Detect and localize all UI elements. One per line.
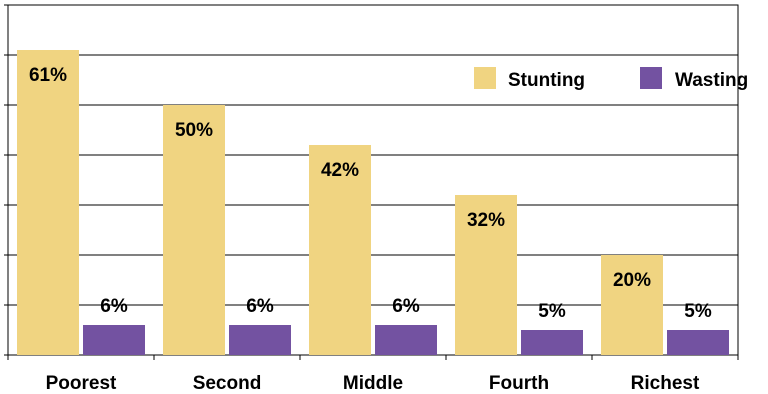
- category-label-fourth: Fourth: [489, 373, 549, 394]
- data-label-wasting-poorest: 6%: [100, 296, 128, 317]
- bar-stunting-second: [163, 105, 225, 355]
- legend-swatch-wasting: [640, 67, 662, 89]
- category-label-poorest: Poorest: [46, 373, 117, 394]
- data-label-stunting-fourth: 32%: [467, 210, 505, 231]
- data-label-wasting-middle: 6%: [392, 296, 420, 317]
- data-label-stunting-second: 50%: [175, 120, 213, 141]
- data-label-stunting-richest: 20%: [613, 270, 651, 291]
- bar-wasting-middle: [375, 325, 437, 355]
- bar-stunting-middle: [309, 145, 371, 355]
- data-labels: 61% 6% 50% 6% 42% 6% 32% 5% 20% 5%: [29, 65, 712, 322]
- data-label-wasting-fourth: 5%: [538, 301, 566, 322]
- bar-wasting-poorest: [83, 325, 145, 355]
- legend: Stunting Wasting: [474, 67, 748, 91]
- bar-wasting-second: [229, 325, 291, 355]
- data-label-wasting-richest: 5%: [684, 301, 712, 322]
- category-label-middle: Middle: [343, 373, 403, 394]
- data-label-stunting-middle: 42%: [321, 160, 359, 181]
- bar-wasting-fourth: [521, 330, 583, 355]
- category-label-richest: Richest: [631, 373, 700, 394]
- legend-swatch-stunting: [474, 67, 496, 89]
- bar-wasting-richest: [667, 330, 729, 355]
- category-labels: Poorest Second Middle Fourth Richest: [46, 373, 700, 394]
- data-label-wasting-second: 6%: [246, 296, 274, 317]
- bars: [17, 50, 729, 355]
- legend-label-stunting: Stunting: [508, 70, 585, 91]
- bar-stunting-fourth: [455, 195, 517, 355]
- bar-stunting-richest: [601, 255, 663, 355]
- axis-ticks: [4, 4, 739, 360]
- plot-frame: [7, 4, 739, 356]
- bar-stunting-poorest: [17, 50, 79, 355]
- legend-label-wasting: Wasting: [675, 70, 748, 91]
- data-label-stunting-poorest: 61%: [29, 65, 67, 86]
- category-label-second: Second: [193, 373, 262, 394]
